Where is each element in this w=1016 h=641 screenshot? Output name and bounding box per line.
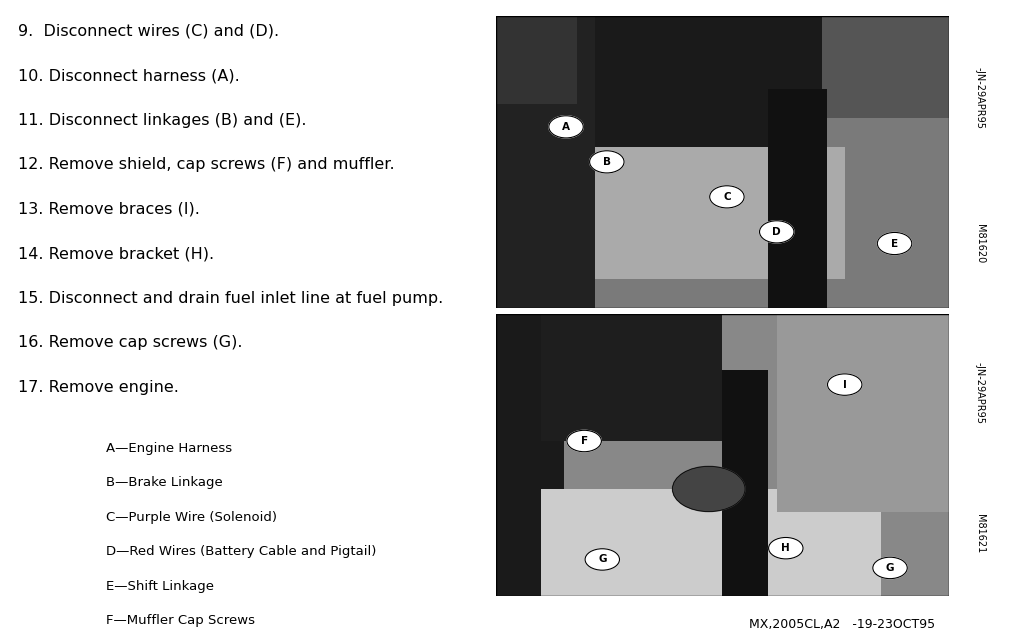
Bar [496, 314, 564, 596]
Text: 12. Remove shield, cap screws (F) and muffler.: 12. Remove shield, cap screws (F) and mu… [18, 157, 394, 172]
Text: B—Brake Linkage: B—Brake Linkage [106, 476, 223, 489]
Text: B: B [602, 157, 611, 167]
Text: -JN-29APR95: -JN-29APR95 [974, 362, 985, 424]
Circle shape [589, 151, 624, 173]
Text: M81621: M81621 [974, 515, 985, 554]
Bar [542, 314, 722, 441]
Text: F: F [580, 436, 587, 446]
Circle shape [710, 186, 744, 208]
Text: I: I [843, 379, 846, 390]
Bar [768, 89, 827, 308]
Circle shape [827, 374, 862, 395]
Text: H: H [781, 543, 790, 553]
Circle shape [673, 467, 745, 512]
Circle shape [585, 549, 620, 570]
Text: F—Muffler Cap Screws: F—Muffler Cap Screws [106, 614, 255, 627]
Bar [822, 16, 949, 118]
Text: 13. Remove braces (I).: 13. Remove braces (I). [18, 202, 200, 217]
Circle shape [878, 233, 911, 254]
Text: 11. Disconnect linkages (B) and (E).: 11. Disconnect linkages (B) and (E). [18, 113, 307, 128]
Text: G: G [886, 563, 894, 573]
Text: 15. Disconnect and drain fuel inlet line at fuel pump.: 15. Disconnect and drain fuel inlet line… [18, 291, 443, 306]
Text: -JN-29APR95: -JN-29APR95 [974, 67, 985, 129]
Text: 9.  Disconnect wires (C) and (D).: 9. Disconnect wires (C) and (D). [18, 24, 279, 39]
Text: 16. Remove cap screws (G).: 16. Remove cap screws (G). [18, 335, 243, 350]
Circle shape [873, 557, 907, 579]
Text: C: C [723, 192, 731, 202]
Text: 10. Disconnect harness (A).: 10. Disconnect harness (A). [18, 69, 240, 83]
Bar [496, 16, 577, 104]
Text: G: G [598, 554, 607, 565]
Text: M81620: M81620 [974, 224, 985, 263]
Text: E: E [891, 238, 898, 249]
Text: D: D [772, 227, 781, 237]
Circle shape [549, 116, 583, 138]
Circle shape [760, 221, 793, 243]
Text: C—Purple Wire (Solenoid): C—Purple Wire (Solenoid) [106, 511, 277, 524]
Bar [777, 314, 949, 512]
Circle shape [567, 430, 601, 452]
Bar [722, 370, 768, 596]
Text: 14. Remove bracket (H).: 14. Remove bracket (H). [18, 246, 214, 262]
Text: E—Shift Linkage: E—Shift Linkage [106, 579, 214, 592]
Text: 17. Remove engine.: 17. Remove engine. [18, 379, 179, 395]
Bar [595, 147, 844, 278]
Bar [577, 16, 827, 147]
Text: A—Engine Harness: A—Engine Harness [106, 442, 233, 455]
Bar [496, 16, 595, 308]
Text: D—Red Wires (Battery Cable and Pigtail): D—Red Wires (Battery Cable and Pigtail) [106, 545, 377, 558]
Bar [542, 489, 881, 596]
Circle shape [768, 537, 803, 559]
Text: A: A [562, 122, 570, 132]
Text: MX,2005CL,A2   -19-23OCT95: MX,2005CL,A2 -19-23OCT95 [749, 618, 935, 631]
